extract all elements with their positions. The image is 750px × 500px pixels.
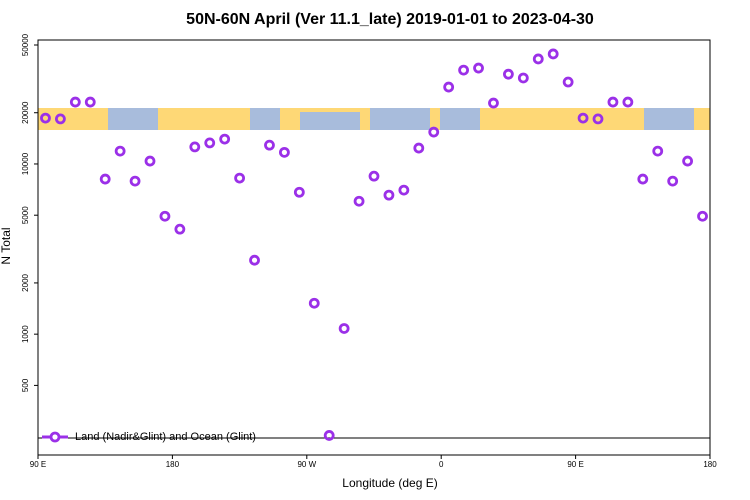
point [40,112,51,124]
point [69,96,81,108]
y-tick-label: 50000 [21,33,30,56]
x-tick-label: 90 E [567,460,583,469]
x-tick-label: 0 [439,460,444,469]
point [443,81,455,93]
point [234,172,246,184]
x-tick-label: 180 [703,460,717,469]
legend-label: Land (Nadir&Glint) and Ocean (Glint) [75,431,256,443]
point [682,155,693,167]
y-tick-label: 10000 [21,152,30,175]
point [622,96,634,108]
point [204,137,216,149]
point [353,195,365,207]
point [458,64,470,76]
point [577,112,589,124]
point [219,133,231,145]
point [55,113,66,125]
x-axis-label: Longitude (deg E) [342,476,437,490]
point [323,430,335,441]
point [174,223,186,235]
point [144,155,156,167]
point [637,173,649,185]
plot-frame [37,39,711,456]
point [413,142,425,154]
point [189,141,201,153]
x-tick-label: 90 E [30,460,46,469]
point [592,113,604,125]
point [293,186,305,198]
point [99,173,111,185]
map-strip [38,108,710,130]
point [338,323,350,334]
point [667,175,679,187]
y-axis-label: N Total [0,227,13,264]
point [84,96,96,108]
point [308,297,320,309]
point [532,53,544,65]
point [383,189,395,201]
x-tick-label: 90 W [297,460,316,469]
y-tick-label: 5000 [21,206,30,224]
point [607,96,619,108]
point [428,126,440,138]
point [129,175,141,187]
point [502,68,514,80]
chart-title: 50N-60N April (Ver 11.1_late) 2019-01-01… [186,11,594,28]
point [517,72,529,84]
point [114,145,126,157]
point [398,184,410,196]
point [264,139,275,151]
point [368,170,380,182]
y-tick-label: 20000 [21,101,30,124]
y-tick-label: 1000 [21,325,30,343]
point [562,76,574,88]
point [652,145,664,157]
point [159,210,171,222]
y-tick-label: 2000 [21,273,30,291]
x-tick-label: 180 [166,460,180,469]
point [278,146,290,158]
point [488,97,499,109]
point [547,48,559,60]
point [473,62,484,74]
point [249,254,260,266]
y-tick-label: 500 [21,378,30,392]
legend-marker [49,431,61,443]
point [697,210,708,222]
